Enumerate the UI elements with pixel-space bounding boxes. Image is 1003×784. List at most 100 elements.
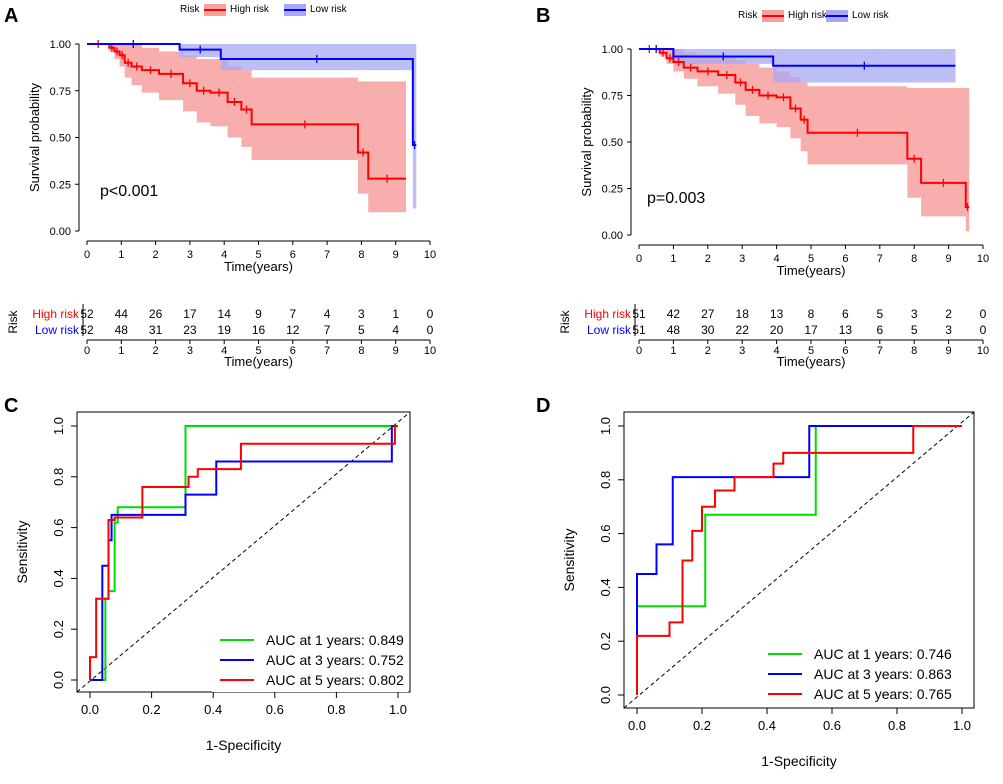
- y-tick-label: 0.6: [51, 519, 66, 537]
- reference-diagonal: [623, 411, 975, 709]
- x-axis-label: Time(years): [224, 259, 293, 274]
- x-tick-label: 0.8: [888, 718, 906, 733]
- risk-count-low: 0: [980, 323, 987, 337]
- panel-b: B Risk High risk Low risk 0.000.250.500.…: [536, 5, 989, 369]
- legend-label: AUC at 1 years: 0.746: [814, 646, 952, 662]
- x-tick-label: 1: [118, 249, 124, 261]
- panel-a: A Risk High risk Low risk 0.000.250.500.…: [4, 4, 436, 369]
- km-legend-b: Risk High risk Low risk: [738, 10, 890, 22]
- y-axis-label: Sensitivity: [561, 528, 577, 591]
- x-axis-label: Time(years): [777, 263, 846, 278]
- risk-x-tick-label: 9: [946, 345, 952, 357]
- risk-x-tick-label: 10: [424, 345, 436, 357]
- x-tick-label: 1: [670, 253, 676, 265]
- panel-d: D 0.0 0.2 0.4 0.6 0.8 1.0 0.0 0.2 0.4 0.6 0.8 1.0 1-…: [536, 395, 975, 769]
- risk-x-tick-label: 4: [774, 345, 780, 357]
- x-tick-label: 4: [774, 253, 780, 265]
- risk-x-axis-label: Time(years): [777, 354, 846, 369]
- x-tick-label: 0.6: [823, 718, 841, 733]
- x-tick-label: 8: [911, 253, 917, 265]
- risk-count-low: 7: [324, 323, 331, 337]
- y-tick-label: 0.2: [51, 620, 66, 638]
- x-tick-label: 0: [636, 253, 642, 265]
- y-axis-label: Survival probability: [27, 82, 42, 192]
- risk-x-tick-label: 3: [187, 345, 193, 357]
- roc-curve-3y: [90, 425, 398, 681]
- km-plot-b: 0.00 0.25 0.50 0.75 1.00 0 1 2 3 4 5 6 7 8 9 10 Time(yea…: [579, 44, 989, 278]
- y-axis-label: Survival probability: [579, 87, 594, 197]
- risk-row-label-high: High risk: [584, 307, 632, 321]
- legend-label: AUC at 3 years: 0.752: [266, 652, 404, 668]
- risk-count-low: 12: [286, 323, 300, 337]
- risk-x-axis-label: Time(years): [224, 354, 293, 369]
- legend-low-label: Low risk: [310, 4, 348, 15]
- x-tick-label: 5: [255, 249, 261, 261]
- risk-count-high: 9: [255, 307, 262, 321]
- risk-count-low: 17: [804, 323, 818, 337]
- km-plot-a: 0.00 0.25 0.50 0.75 1.00 0 1 2 3 4 5 6 7 8 9 10 Time(yea…: [27, 39, 436, 274]
- risk-count-high: 14: [218, 307, 232, 321]
- risk-row-label-low: Low risk: [587, 323, 632, 337]
- panel-letter-c: C: [4, 395, 18, 417]
- risk-count-low: 48: [667, 323, 681, 337]
- y-tick-label: 0.4: [51, 569, 66, 587]
- x-tick-label: 4: [221, 249, 227, 261]
- risk-count-high: 7: [289, 307, 296, 321]
- risk-x-tick-label: 9: [393, 345, 399, 357]
- y-tick-label: 0.6: [598, 525, 613, 543]
- risk-count-high: 26: [149, 307, 163, 321]
- panel-letter-b: B: [536, 5, 550, 27]
- y-tick-label: 1.0: [51, 417, 66, 435]
- risk-count-low: 3: [945, 323, 952, 337]
- risk-count-high: 2: [945, 307, 952, 321]
- risk-x-tick-label: 6: [842, 345, 848, 357]
- risk-x-tick-label: 4: [221, 345, 227, 357]
- x-tick-label: 0.4: [758, 718, 776, 733]
- risk-x-tick-label: 7: [877, 345, 883, 357]
- risk-count-high: 4: [324, 307, 331, 321]
- legend-label: AUC at 3 years: 0.863: [814, 666, 952, 682]
- risk-x-tick-label: 6: [290, 345, 296, 357]
- risk-count-low: 30: [701, 323, 715, 337]
- x-tick-label: 2: [153, 249, 159, 261]
- risk-count-low: 22: [736, 323, 750, 337]
- risk-count-low: 16: [252, 323, 266, 337]
- y-tick-label: 0.50: [602, 137, 623, 149]
- risk-count-high: 17: [183, 307, 197, 321]
- legend-label: AUC at 5 years: 0.802: [266, 672, 404, 688]
- panel-c: C 0.0 0.2 0.4 0.6 0.8 1.0 0.0 0.2 0.4 0.6 0.8 1.0 1-…: [4, 395, 411, 753]
- risk-count-high: 3: [358, 307, 365, 321]
- y-tick-label: 0.00: [602, 230, 623, 242]
- y-tick-label: 0.8: [598, 471, 613, 489]
- legend-title: Risk: [180, 4, 200, 15]
- high-risk-ci-band: [639, 49, 970, 232]
- y-tick-label: 1.00: [602, 44, 623, 56]
- x-axis-label: 1-Specificity: [206, 737, 281, 753]
- risk-count-high: 13: [770, 307, 784, 321]
- risk-count-high: 0: [980, 307, 987, 321]
- legend-low-label: Low risk: [852, 10, 890, 21]
- plot-frame: [623, 411, 975, 709]
- risk-x-tick-label: 5: [255, 345, 261, 357]
- risk-count-low: 51: [632, 323, 646, 337]
- x-tick-label: 0.0: [628, 718, 646, 733]
- x-tick-label: 0.2: [693, 718, 711, 733]
- risk-count-low: 52: [80, 323, 94, 337]
- risk-count-low: 48: [115, 323, 129, 337]
- risk-x-tick-label: 0: [84, 345, 90, 357]
- x-tick-label: 0.4: [204, 702, 222, 717]
- risk-count-high: 8: [808, 307, 815, 321]
- x-tick-label: 9: [393, 249, 399, 261]
- legend-label: AUC at 1 years: 0.849: [266, 632, 404, 648]
- y-tick-label: 0.2: [598, 632, 613, 650]
- x-tick-label: 10: [424, 249, 436, 261]
- risk-x-tick-label: 8: [911, 345, 917, 357]
- risk-x-tick-label: 5: [808, 345, 814, 357]
- low-risk-survival-curve: [87, 43, 417, 146]
- x-tick-label: 5: [808, 253, 814, 265]
- risk-count-high: 44: [115, 307, 129, 321]
- y-tick-label: 0.0: [51, 671, 66, 689]
- risk-count-low: 4: [392, 323, 399, 337]
- high-risk-survival-curve: [87, 43, 406, 180]
